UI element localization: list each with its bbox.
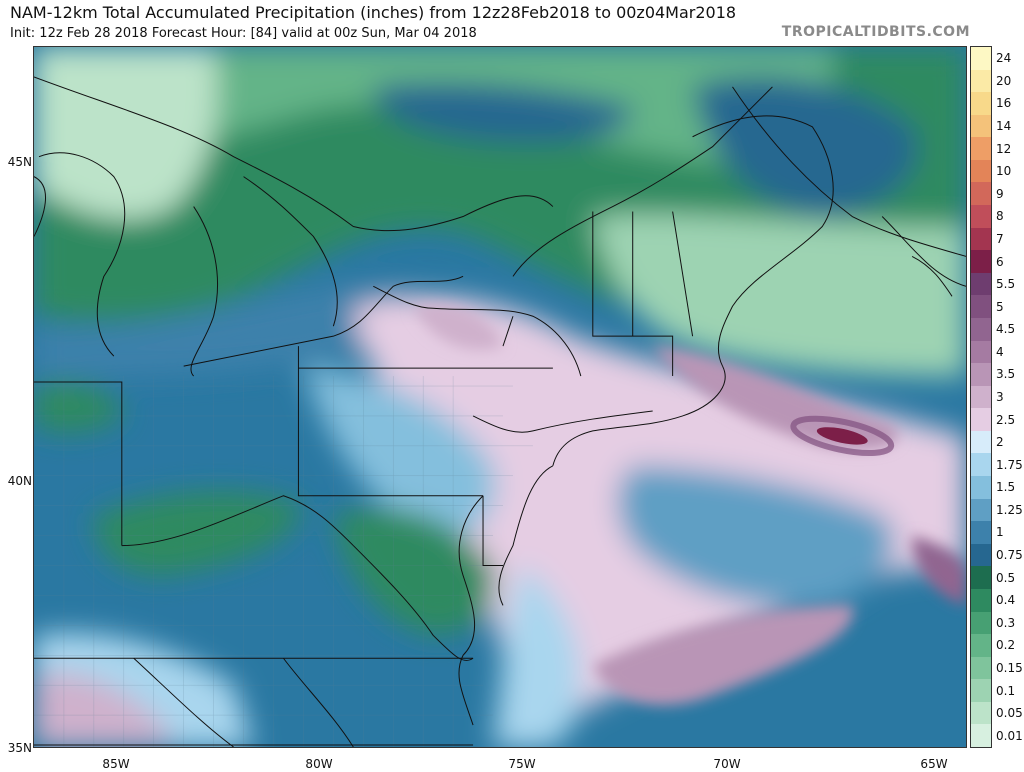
legend-label: 5.5 bbox=[996, 277, 1016, 292]
legend-swatch bbox=[971, 295, 991, 319]
color-legend bbox=[970, 46, 992, 748]
precip-max-core bbox=[816, 427, 868, 445]
legend-label: 16 bbox=[996, 96, 1012, 111]
precip-lightblue-mid bbox=[303, 366, 496, 546]
legend-label: 3 bbox=[996, 390, 1004, 404]
precip-purple-ne bbox=[652, 346, 898, 450]
boundaries bbox=[34, 76, 966, 747]
legend-label: 4 bbox=[996, 344, 1004, 359]
legend-swatch bbox=[971, 250, 991, 274]
legend-swatch bbox=[971, 521, 991, 545]
legend-swatch bbox=[971, 679, 991, 703]
legend-swatch bbox=[971, 227, 991, 251]
legend-swatch bbox=[971, 498, 991, 522]
lon-label-70w: 70W bbox=[713, 757, 741, 771]
legend-swatch bbox=[971, 476, 991, 500]
precip-pink-sw bbox=[34, 672, 174, 747]
legend-label: 5 bbox=[996, 299, 1004, 314]
legend-swatch bbox=[971, 724, 991, 748]
legend-label: 1.75 bbox=[996, 457, 1023, 472]
legend-swatch bbox=[971, 114, 991, 138]
lat-label-40n: 40N bbox=[7, 474, 32, 488]
legend-swatch bbox=[971, 634, 991, 658]
legend-swatch bbox=[971, 656, 991, 680]
legend-label: 0.3 bbox=[996, 615, 1016, 630]
legend-swatch bbox=[971, 408, 991, 432]
legend-label: 4.5 bbox=[996, 322, 1016, 337]
legend-swatch bbox=[971, 543, 991, 567]
legend-label: 0.5 bbox=[996, 570, 1016, 585]
precip-blue-nemaine bbox=[692, 77, 918, 217]
precip-purple-ny bbox=[413, 303, 503, 350]
map-subtitle: Init: 12z Feb 28 2018 Forecast Hour: [84… bbox=[10, 26, 477, 41]
legend-swatch bbox=[971, 385, 991, 409]
precip-max-halo bbox=[790, 415, 895, 457]
legend-swatch bbox=[971, 430, 991, 454]
legend-label: 1.5 bbox=[996, 480, 1016, 495]
lat-label-35n: 35N bbox=[7, 741, 32, 755]
precip-mint-nw bbox=[34, 47, 218, 220]
lat-label-45n: 45N bbox=[7, 155, 32, 169]
legend-label: 0.75 bbox=[996, 548, 1023, 563]
legend-swatch bbox=[971, 182, 991, 206]
map-title: NAM-12km Total Accumulated Precipitation… bbox=[10, 3, 737, 22]
legend-label: 0.2 bbox=[996, 638, 1016, 653]
precip-lightblue-coast bbox=[493, 565, 581, 747]
legend-swatch bbox=[971, 566, 991, 590]
legend-label: 0.4 bbox=[996, 593, 1016, 608]
legend-swatch bbox=[971, 317, 991, 342]
legend-swatch bbox=[971, 272, 991, 296]
legend-swatch bbox=[971, 92, 991, 116]
legend-label: 0.05 bbox=[996, 706, 1023, 721]
legend-swatch bbox=[971, 453, 991, 477]
legend-label: 24 bbox=[996, 51, 1012, 66]
legend-label: 12 bbox=[996, 141, 1012, 156]
lon-label-85w: 85W bbox=[102, 757, 130, 771]
precip-blue-ontario bbox=[373, 82, 633, 143]
legend-swatch bbox=[971, 159, 991, 183]
precipitation-map bbox=[33, 46, 967, 748]
precip-purple-se bbox=[592, 605, 854, 706]
lon-label-80w: 80W bbox=[305, 757, 333, 771]
precip-green-mi bbox=[34, 382, 124, 433]
precip-green-oh bbox=[93, 491, 304, 576]
precip-green-va bbox=[333, 508, 495, 636]
legend-label: 20 bbox=[996, 73, 1012, 88]
legend-label: 6 bbox=[996, 254, 1004, 269]
legend-swatch bbox=[971, 69, 991, 93]
legend-swatch bbox=[971, 47, 991, 71]
legend-label: 8 bbox=[996, 209, 1004, 224]
legend-label: 10 bbox=[996, 164, 1012, 179]
legend-label: 2.5 bbox=[996, 412, 1016, 427]
legend-label: 1.25 bbox=[996, 502, 1023, 517]
precip-purple-east bbox=[912, 535, 966, 606]
header: NAM-12km Total Accumulated Precipitation… bbox=[0, 0, 1024, 46]
legend-swatch bbox=[971, 137, 991, 161]
precip-mint-ne bbox=[592, 213, 966, 377]
legend-label: 0.1 bbox=[996, 683, 1016, 698]
legend-label: 2 bbox=[996, 435, 1004, 450]
legend-label: 0.15 bbox=[996, 660, 1023, 675]
legend-swatch bbox=[971, 205, 991, 229]
legend-label: 7 bbox=[996, 231, 1004, 246]
legend-label: 0.01 bbox=[996, 728, 1023, 743]
lon-label-65w: 65W bbox=[920, 757, 948, 771]
legend-swatch bbox=[971, 340, 991, 364]
legend-swatch bbox=[971, 701, 991, 725]
legend-swatch bbox=[971, 588, 991, 612]
brand-watermark: TROPICALTIDBITS.COM bbox=[781, 24, 970, 40]
legend-swatch bbox=[971, 611, 991, 635]
legend-label: 9 bbox=[996, 186, 1004, 201]
legend-label: 14 bbox=[996, 119, 1012, 134]
county-grid bbox=[34, 376, 533, 747]
legend-label: 1 bbox=[996, 525, 1004, 540]
lon-label-75w: 75W bbox=[508, 757, 536, 771]
legend-swatch bbox=[971, 363, 991, 387]
precip-blue-ocean bbox=[617, 465, 895, 608]
legend-label: 3.5 bbox=[996, 367, 1016, 382]
